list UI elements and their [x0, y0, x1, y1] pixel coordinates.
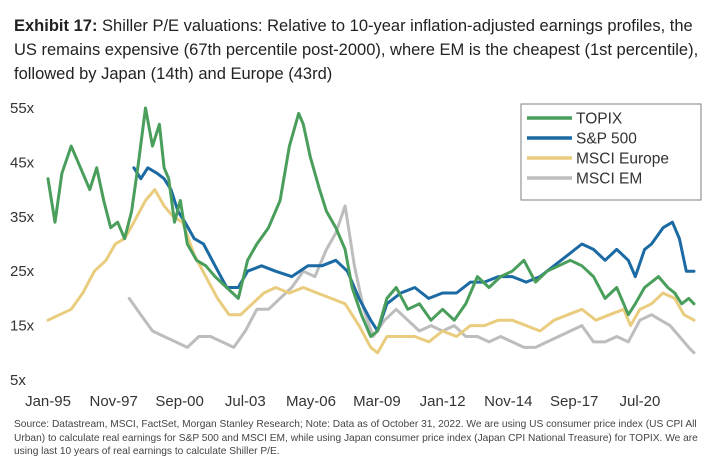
x-tick-label: Nov-97 — [90, 393, 138, 410]
x-axis: Jan-95 Nov-97 Sep-00 Jul-03 May-06 Mar-09 Jan-… — [25, 393, 660, 410]
y-tick-label: 55x — [10, 100, 35, 117]
series-line-topix — [46, 106, 696, 338]
y-tick-label: 5x — [10, 372, 26, 389]
source-note: Source: Datastream, MSCI, FactSet, Morga… — [14, 419, 698, 457]
x-tick-label: May-06 — [286, 393, 336, 410]
series-line-msci-europe — [46, 188, 696, 355]
legend-label-msci-europe: MSCI Europe — [576, 151, 669, 168]
x-tick-label: Jul-20 — [619, 393, 660, 410]
x-tick-label: Mar-09 — [353, 393, 401, 410]
legend-label-topix: TOPIX — [576, 111, 623, 128]
x-tick-label: Jul-03 — [225, 393, 266, 410]
x-tick-label: Jan-95 — [25, 393, 71, 410]
chart-title: Exhibit 17: Shiller P/E valuations: Rela… — [14, 14, 714, 86]
x-tick-label: Nov-14 — [484, 393, 532, 410]
series-line-msci-em — [127, 204, 696, 355]
legend-label-s-p-500: S&P 500 — [576, 131, 637, 148]
exhibit-label: Exhibit 17: — [14, 17, 98, 35]
x-tick-label: Sep-00 — [155, 393, 203, 410]
y-tick-label: 35x — [10, 209, 35, 226]
y-tick-label: 45x — [10, 154, 35, 171]
y-axis: 5x 15x 25x 35x 45x 55x — [10, 100, 35, 389]
x-tick-label: Jan-12 — [420, 393, 466, 410]
series-lines — [46, 106, 696, 355]
legend-box — [520, 103, 702, 201]
y-tick-label: 15x — [10, 318, 35, 335]
x-tick-label: Sep-17 — [550, 393, 598, 410]
title-text: Shiller P/E valuations: Relative to 10-y… — [14, 17, 699, 83]
y-tick-label: 25x — [10, 263, 35, 280]
legend-label-msci-em: MSCI EM — [576, 171, 642, 188]
legend: TOPIX S&P 500 MSCI Europe MSCI EM — [520, 103, 702, 201]
